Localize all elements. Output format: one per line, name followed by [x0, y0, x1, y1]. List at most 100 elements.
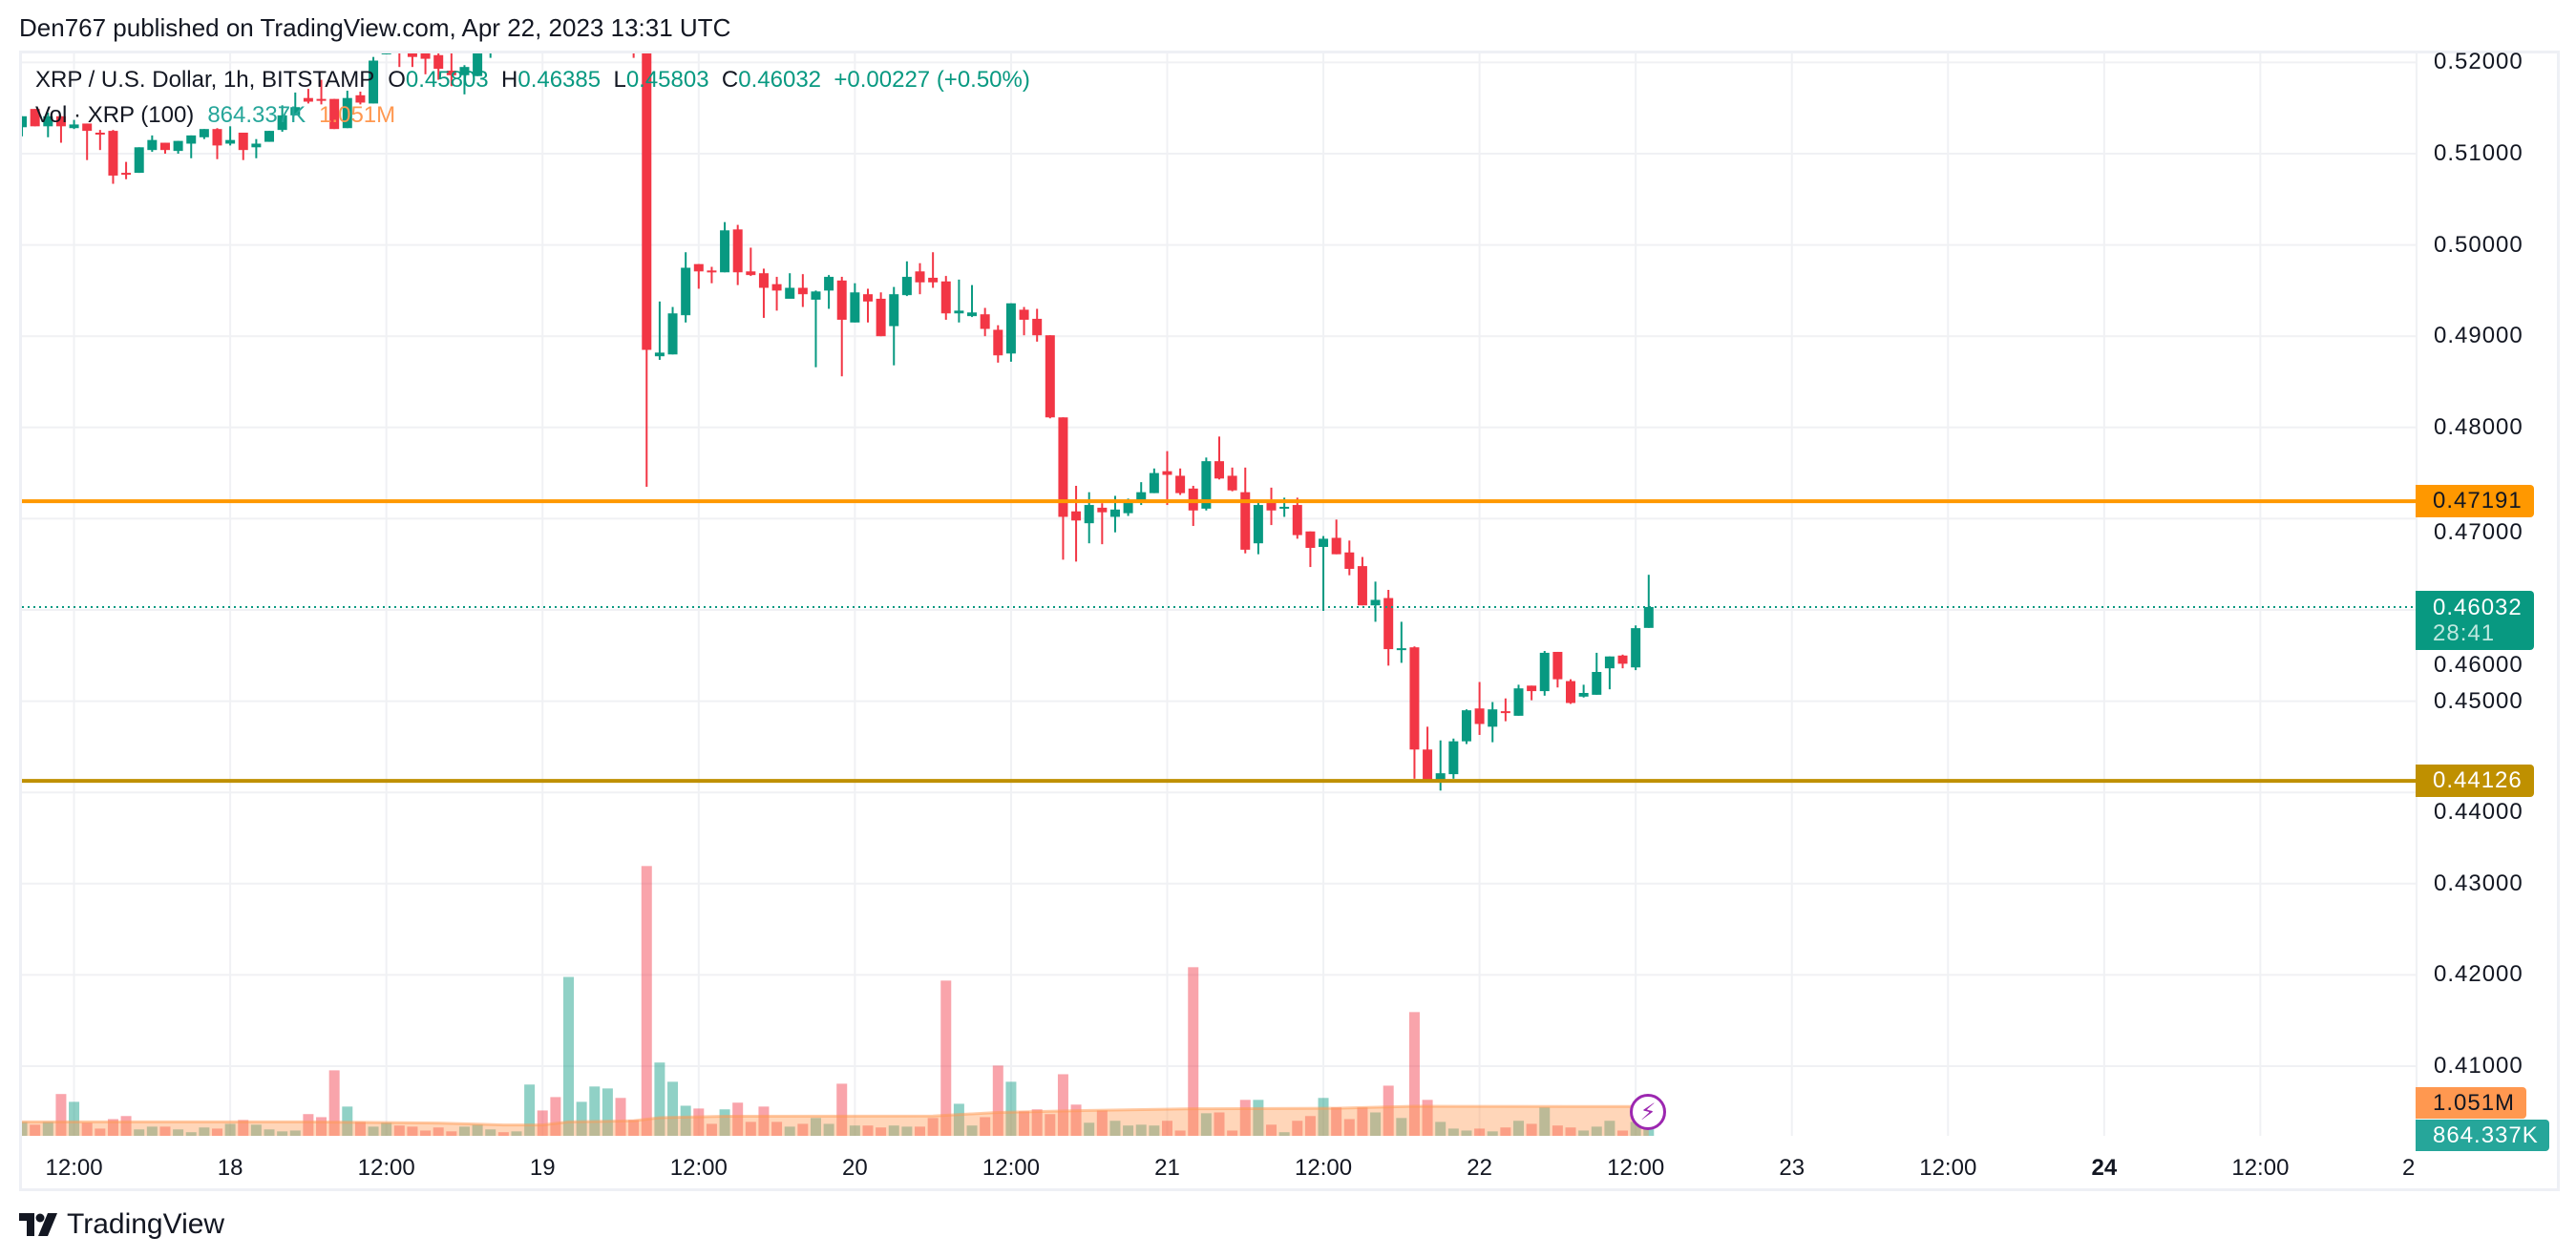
candle-body[interactable] — [43, 115, 53, 127]
candle-body[interactable] — [134, 147, 144, 174]
candle-body[interactable] — [82, 123, 93, 132]
candle-body[interactable] — [1071, 511, 1082, 521]
candle-body[interactable] — [1058, 417, 1068, 517]
candle-body[interactable] — [1084, 505, 1094, 524]
candle-body[interactable] — [355, 94, 366, 103]
candle-body[interactable] — [277, 115, 287, 131]
candle-body[interactable] — [1175, 475, 1186, 493]
candle-body[interactable] — [290, 107, 301, 115]
candle-body[interactable] — [342, 97, 352, 129]
candle-body[interactable] — [1552, 651, 1563, 680]
candle-body[interactable] — [1331, 537, 1341, 555]
candle-body[interactable] — [1409, 647, 1420, 750]
candle-body[interactable] — [420, 52, 431, 59]
candle-body[interactable] — [967, 312, 978, 317]
candle-body[interactable] — [173, 140, 183, 152]
candle-body[interactable] — [369, 60, 379, 104]
candle-body[interactable] — [862, 294, 873, 302]
candle-body[interactable] — [329, 98, 340, 130]
candle-body[interactable] — [1097, 507, 1108, 513]
candle-body[interactable] — [928, 278, 939, 283]
candle-body[interactable] — [1240, 492, 1251, 550]
candle-body[interactable] — [238, 133, 248, 151]
candle-body[interactable] — [746, 271, 756, 276]
candle-body[interactable] — [564, 0, 574, 39]
candle-body[interactable] — [212, 129, 222, 146]
candle-body[interactable] — [1539, 652, 1550, 692]
candle-body[interactable] — [915, 271, 925, 283]
candle-body[interactable] — [980, 314, 990, 329]
candle-body[interactable] — [1383, 598, 1394, 650]
candle-body[interactable] — [1344, 552, 1355, 569]
candle-body[interactable] — [394, 52, 404, 53]
candle-body[interactable] — [1500, 711, 1510, 714]
candle-body[interactable] — [1136, 492, 1147, 501]
candle-body[interactable] — [667, 313, 678, 355]
candle-body[interactable] — [1305, 531, 1316, 548]
candle-body[interactable] — [381, 52, 391, 54]
candle-body[interactable] — [1604, 656, 1615, 669]
candle-body[interactable] — [1227, 475, 1237, 491]
candle-body[interactable] — [642, 0, 652, 350]
candle-body[interactable] — [199, 129, 209, 137]
candle-body[interactable] — [1423, 749, 1433, 783]
candle-body[interactable] — [147, 139, 158, 151]
candle-body[interactable] — [17, 115, 28, 128]
candle-body[interactable] — [498, 39, 508, 43]
candle-body[interactable] — [1617, 655, 1628, 664]
candle-body[interactable] — [720, 230, 730, 273]
tradingview-logo[interactable]: TradingView — [19, 1208, 224, 1241]
candle-body[interactable] — [811, 291, 821, 300]
candle-body[interactable] — [940, 281, 951, 314]
candle-body[interactable] — [1448, 741, 1459, 775]
candle-body[interactable] — [30, 109, 40, 127]
candle-body[interactable] — [446, 71, 456, 75]
candle-body[interactable] — [186, 135, 197, 144]
candle-body[interactable] — [1435, 773, 1446, 783]
candle-body[interactable] — [993, 329, 1003, 356]
candle-body[interactable] — [433, 54, 444, 70]
candle-body[interactable] — [1527, 685, 1537, 692]
candle-body[interactable] — [1643, 606, 1654, 628]
candle-body[interactable] — [538, 6, 547, 21]
candle-body[interactable] — [693, 263, 704, 272]
candle-body[interactable] — [1461, 710, 1471, 742]
candle-body[interactable] — [121, 173, 132, 176]
candle-body[interactable] — [785, 287, 795, 300]
lightning-alert-icon[interactable]: ⚡︎ — [1630, 1094, 1666, 1130]
candle-body[interactable] — [1214, 461, 1224, 479]
candle-body[interactable] — [95, 133, 105, 136]
candle-body[interactable] — [316, 98, 327, 101]
candle-body[interactable] — [1488, 709, 1498, 727]
candle-body[interactable] — [1396, 648, 1406, 651]
volume-title[interactable]: Vol · XRP (100) — [35, 102, 195, 128]
candle-body[interactable] — [1357, 566, 1367, 606]
candle-body[interactable] — [681, 267, 691, 316]
candle-body[interactable] — [264, 131, 275, 142]
candle-body[interactable] — [551, 21, 560, 39]
candle-body[interactable] — [707, 270, 717, 273]
candle-body[interactable] — [251, 143, 262, 148]
candle-body[interactable] — [850, 292, 860, 323]
candle-body[interactable] — [732, 229, 743, 273]
candle-body[interactable] — [1162, 471, 1172, 475]
candle-body[interactable] — [1149, 472, 1159, 493]
candle-body[interactable] — [1253, 505, 1263, 544]
candle-body[interactable] — [1513, 688, 1524, 716]
candle-body[interactable] — [901, 277, 912, 296]
candle-body[interactable] — [1201, 461, 1212, 509]
candle-body[interactable] — [108, 131, 118, 176]
candle-body[interactable] — [1566, 681, 1576, 703]
candle-body[interactable] — [836, 280, 847, 320]
candle-body[interactable] — [69, 124, 79, 129]
candle-body[interactable] — [473, 49, 483, 76]
candle-body[interactable] — [797, 287, 808, 295]
candle-body[interactable] — [1474, 708, 1485, 724]
candle-body[interactable] — [1109, 509, 1120, 517]
candle-body[interactable] — [1279, 506, 1290, 509]
candle-body[interactable] — [1266, 500, 1277, 511]
candle-body[interactable] — [407, 50, 417, 57]
candle-body[interactable] — [1123, 502, 1133, 514]
candle-body[interactable] — [1045, 335, 1055, 418]
